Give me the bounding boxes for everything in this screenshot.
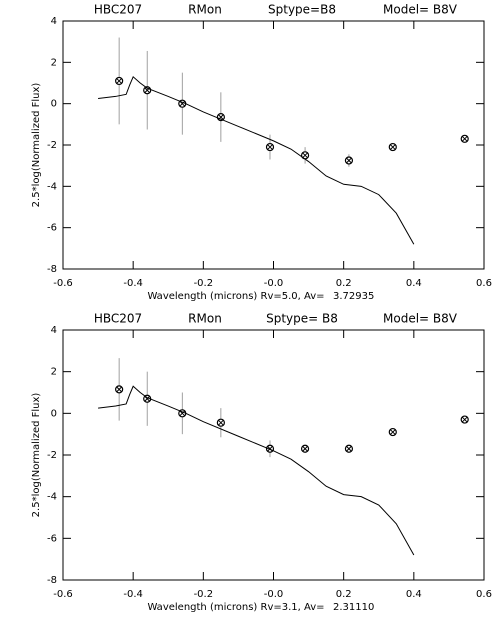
y-tick-label: 0	[51, 99, 57, 110]
data-point	[388, 427, 397, 437]
x-tick-label: -0.0	[264, 278, 284, 289]
x-tick-label: 0.4	[406, 589, 422, 600]
title-part: RMon	[188, 312, 222, 326]
marker-cross	[218, 419, 224, 426]
plot-frame	[62, 329, 485, 581]
y-tick-label: 2	[51, 367, 57, 378]
marker-cross	[302, 445, 308, 452]
y-tick-label: 0	[51, 408, 57, 419]
marker-cross	[302, 152, 308, 159]
y-tick-label: 4	[51, 16, 57, 27]
data-point	[115, 76, 124, 86]
x-axis-label: Wavelength (microns) Rv=3.1, Av=	[147, 602, 324, 613]
model-curve	[98, 75, 415, 245]
title-part: Sptype=B8	[268, 3, 336, 17]
title-part: Sptype= B8	[266, 312, 338, 326]
data-point	[344, 156, 354, 165]
y-axis-label: 2.5*log(Normalized Flux)	[31, 83, 42, 208]
title-part: Model= B8V	[383, 312, 458, 326]
x-tick-label: -0.6	[53, 589, 73, 600]
data-point	[216, 418, 225, 427]
data-point	[344, 444, 354, 453]
y-tick-label: -4	[47, 181, 57, 192]
annotation: 2.31110	[333, 602, 374, 613]
x-tick-label: 0.6	[476, 278, 492, 289]
y-tick-label: -2	[47, 450, 57, 461]
data-point	[460, 134, 469, 143]
model-curve	[98, 385, 415, 556]
y-tick-label: -4	[47, 492, 57, 503]
data-point	[460, 415, 469, 424]
data-point	[300, 444, 310, 453]
data-point	[265, 142, 275, 152]
x-tick-label: -0.0	[264, 589, 284, 600]
x-tick-label: -0.2	[194, 589, 214, 600]
title-part: HBC207	[94, 312, 142, 326]
x-tick-label: -0.2	[194, 278, 214, 289]
x-tick-label: -0.4	[123, 278, 143, 289]
y-tick-label: -6	[47, 223, 57, 234]
marker-cross	[389, 429, 396, 435]
marker-cross	[461, 416, 468, 423]
y-tick-label: -2	[47, 140, 57, 151]
marker-cross	[267, 144, 273, 150]
marker-cross	[116, 78, 122, 84]
title-part: Model= B8V	[383, 3, 458, 17]
data-point	[115, 385, 124, 394]
x-tick-label: 0.4	[406, 278, 422, 289]
title-part: HBC207	[94, 3, 142, 17]
y-tick-label: -8	[47, 264, 57, 275]
panel: HBC207 RMon Sptype= B8 Model= B8V -0.6 -0.4 -0…	[31, 312, 492, 614]
marker-cross	[116, 386, 122, 393]
annotation: 3.72935	[333, 291, 374, 302]
x-tick-label: -0.4	[123, 589, 143, 600]
x-tick-label: 0.2	[336, 278, 352, 289]
x-axis-label: Wavelength (microns) Rv=5.0, Av=	[147, 291, 324, 302]
marker-cross	[389, 144, 396, 150]
data-point	[388, 142, 397, 152]
panel: HBC207 RMon Sptype=B8 Model= B8V -0.6 -0.4 -0.…	[31, 3, 492, 303]
y-tick-label: -8	[47, 575, 57, 586]
y-tick-label: 2	[51, 57, 57, 68]
y-tick-label: -6	[47, 533, 57, 544]
y-tick-label: 4	[51, 325, 57, 336]
x-tick-label: 0.6	[476, 589, 492, 600]
marker-cross	[346, 157, 352, 164]
title-part: RMon	[188, 3, 222, 17]
marker-cross	[346, 445, 352, 452]
y-axis-label: 2.5*log(Normalized Flux)	[31, 393, 42, 518]
x-tick-label: -0.6	[53, 278, 73, 289]
marker-cross	[461, 135, 468, 142]
x-tick-label: 0.2	[336, 589, 352, 600]
